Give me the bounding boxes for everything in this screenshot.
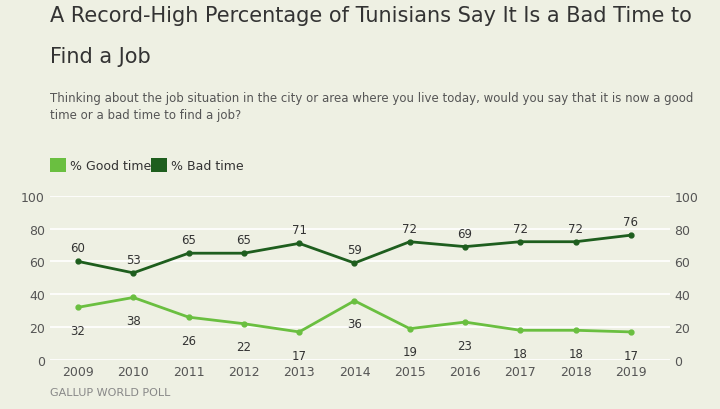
Text: 65: 65 [236, 234, 251, 247]
Text: 69: 69 [457, 227, 472, 240]
Text: 22: 22 [236, 341, 251, 353]
Text: 60: 60 [71, 242, 86, 255]
Text: 72: 72 [568, 222, 583, 235]
Text: 18: 18 [513, 347, 528, 360]
Text: Thinking about the job situation in the city or area where you live today, would: Thinking about the job situation in the … [50, 92, 694, 122]
Text: 23: 23 [458, 339, 472, 352]
Text: 53: 53 [126, 253, 140, 266]
Text: 36: 36 [347, 318, 362, 330]
Text: % Bad time: % Bad time [171, 159, 243, 172]
Text: 59: 59 [347, 243, 362, 256]
Text: 17: 17 [624, 349, 639, 362]
Text: 26: 26 [181, 334, 196, 347]
Text: 65: 65 [181, 234, 196, 247]
Text: 18: 18 [568, 347, 583, 360]
Text: 76: 76 [624, 216, 639, 229]
Text: 17: 17 [292, 349, 307, 362]
Text: GALLUP WORLD POLL: GALLUP WORLD POLL [50, 387, 171, 397]
Text: 72: 72 [513, 222, 528, 235]
Text: 32: 32 [71, 324, 86, 337]
Text: % Good time: % Good time [70, 159, 151, 172]
Text: 19: 19 [402, 346, 418, 358]
Text: A Record-High Percentage of Tunisians Say It Is a Bad Time to: A Record-High Percentage of Tunisians Sa… [50, 6, 692, 26]
Text: 38: 38 [126, 315, 140, 327]
Text: 71: 71 [292, 224, 307, 237]
Text: Find a Job: Find a Job [50, 47, 151, 67]
Text: 72: 72 [402, 222, 418, 235]
